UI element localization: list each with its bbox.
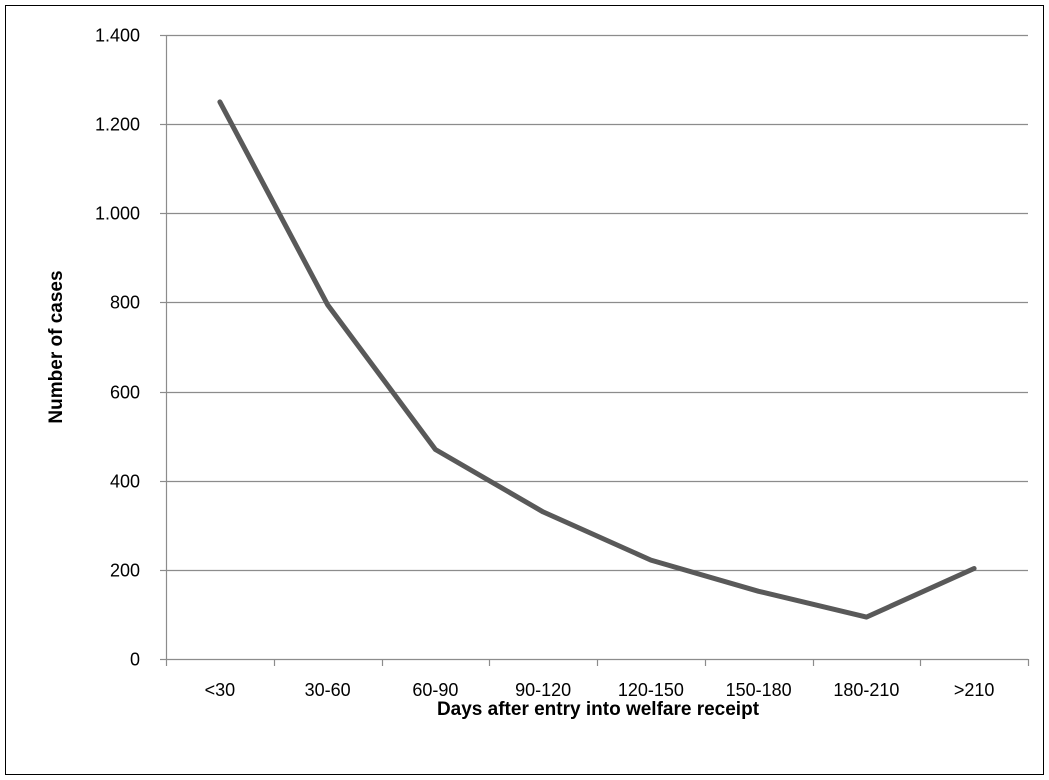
y-tick-label: 1.200 xyxy=(95,115,140,135)
series xyxy=(217,99,977,620)
series-line xyxy=(217,99,977,620)
y-tick-label: 0 xyxy=(130,650,140,670)
y-tick-label: 400 xyxy=(110,472,140,492)
x-tick-label: 150-180 xyxy=(726,680,792,700)
x-tick-label: 180-210 xyxy=(833,680,899,700)
x-tick-label: 120-150 xyxy=(618,680,684,700)
x-axis-title: Days after entry into welfare receipt xyxy=(437,699,760,720)
chart-frame xyxy=(5,5,1044,775)
x-tick-label: 90-120 xyxy=(515,680,571,700)
x-tick-label: <30 xyxy=(205,680,236,700)
y-axis-title: Number of cases xyxy=(46,270,67,423)
y-tick-label: 200 xyxy=(110,561,140,581)
axes xyxy=(160,34,1030,666)
x-tick-label: 30-60 xyxy=(305,680,351,700)
gridlines xyxy=(166,34,1028,572)
y-tick-label: 1.000 xyxy=(95,204,140,224)
y-tick-labels: 0 200 400 600 800 1.000 1.200 1.400 xyxy=(95,26,140,670)
y-tick-label: 800 xyxy=(110,293,140,313)
x-tick-label: 60-90 xyxy=(412,680,458,700)
x-tick-labels: <30 30-60 60-90 90-120 120-150 150-180 180-210… xyxy=(205,680,995,700)
x-tick-label: >210 xyxy=(954,680,995,700)
y-tick-label: 1.400 xyxy=(95,26,140,46)
y-tick-label: 600 xyxy=(110,383,140,403)
